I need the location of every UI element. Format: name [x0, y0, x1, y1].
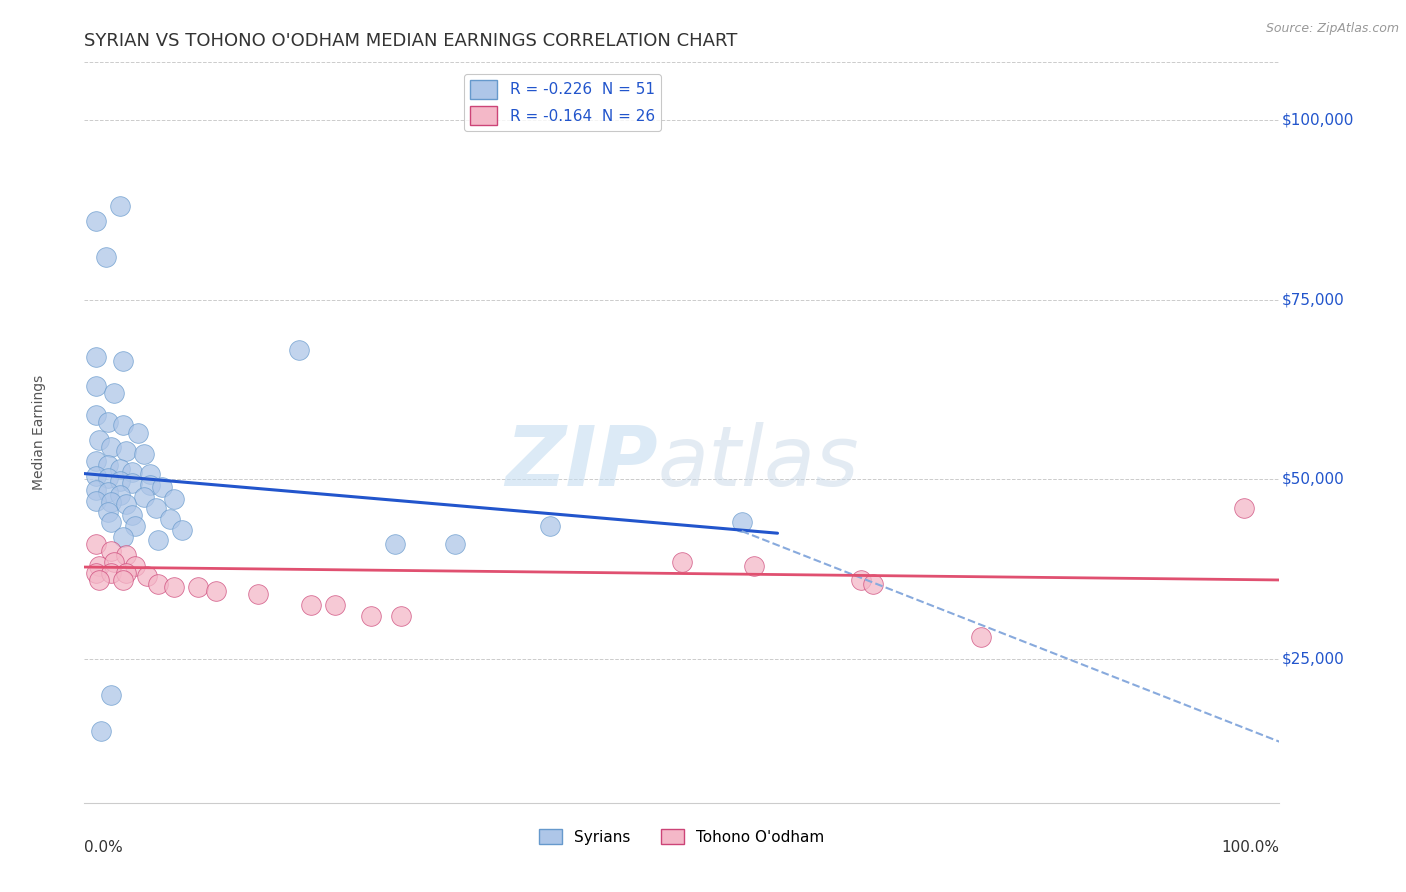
Point	[110, 199, 132, 213]
Point	[100, 495, 122, 509]
Point	[187, 580, 209, 594]
Point	[360, 608, 382, 623]
Point	[100, 544, 122, 558]
Point	[862, 576, 884, 591]
Point	[851, 573, 873, 587]
Point	[115, 498, 138, 512]
Point	[86, 454, 108, 468]
Point	[163, 492, 186, 507]
Point	[87, 573, 110, 587]
Text: $25,000: $25,000	[1282, 651, 1344, 666]
Point	[150, 479, 173, 493]
Point	[86, 494, 108, 508]
Point	[110, 461, 132, 475]
Point	[121, 508, 143, 523]
Point	[87, 433, 110, 447]
Text: SYRIAN VS TOHONO O'ODHAM MEDIAN EARNINGS CORRELATION CHART: SYRIAN VS TOHONO O'ODHAM MEDIAN EARNINGS…	[84, 32, 738, 50]
Point	[384, 537, 406, 551]
Point	[970, 631, 993, 645]
Point	[110, 488, 132, 502]
Point	[742, 558, 765, 573]
Point	[145, 501, 167, 516]
Point	[97, 505, 120, 519]
Text: 0.0%: 0.0%	[84, 840, 124, 855]
Point	[86, 537, 108, 551]
Point	[111, 353, 134, 368]
Legend: R = -0.226  N = 51, R = -0.164  N = 26: R = -0.226 N = 51, R = -0.164 N = 26	[464, 74, 661, 131]
Point	[86, 468, 108, 483]
Text: $100,000: $100,000	[1282, 112, 1354, 128]
Point	[135, 569, 157, 583]
Point	[115, 443, 138, 458]
Point	[86, 379, 108, 393]
Point	[172, 523, 194, 537]
Point	[86, 350, 108, 364]
Point	[94, 250, 117, 264]
Point	[86, 408, 108, 422]
Point	[103, 555, 125, 569]
Point	[86, 566, 108, 580]
Point	[97, 471, 120, 485]
Point	[111, 573, 134, 587]
Point	[540, 519, 562, 533]
Point	[100, 440, 122, 454]
Text: $50,000: $50,000	[1282, 472, 1344, 487]
Point	[86, 483, 108, 497]
Point	[389, 608, 412, 623]
Text: atlas: atlas	[658, 422, 859, 503]
Point	[325, 598, 347, 612]
Point	[111, 530, 134, 544]
Point	[159, 512, 181, 526]
Text: Source: ZipAtlas.com: Source: ZipAtlas.com	[1265, 22, 1399, 36]
Point	[111, 418, 134, 433]
Point	[731, 516, 754, 530]
Point	[246, 587, 269, 601]
Point	[301, 598, 323, 612]
Point	[444, 537, 467, 551]
Point	[1233, 501, 1256, 516]
Text: Median Earnings: Median Earnings	[32, 375, 46, 491]
Point	[115, 548, 138, 562]
Point	[205, 583, 228, 598]
Text: ZIP: ZIP	[505, 422, 658, 503]
Point	[671, 555, 693, 569]
Point	[139, 478, 162, 492]
Point	[148, 576, 170, 591]
Point	[127, 425, 149, 440]
Point	[148, 533, 170, 548]
Point	[100, 688, 122, 702]
Point	[115, 566, 138, 580]
Point	[90, 723, 112, 738]
Point	[87, 558, 110, 573]
Text: $75,000: $75,000	[1282, 293, 1344, 307]
Point	[100, 516, 122, 530]
Point	[124, 519, 146, 533]
Point	[86, 213, 108, 227]
Point	[103, 386, 125, 401]
Text: 100.0%: 100.0%	[1222, 840, 1279, 855]
Point	[163, 580, 186, 594]
Point	[288, 343, 311, 357]
Point	[100, 566, 122, 580]
Point	[132, 447, 156, 461]
Point	[121, 475, 143, 490]
Point	[97, 415, 120, 429]
Point	[121, 465, 143, 479]
Point	[110, 474, 132, 488]
Point	[139, 467, 162, 481]
Point	[124, 558, 146, 573]
Point	[132, 491, 156, 505]
Point	[97, 458, 120, 472]
Point	[97, 485, 120, 500]
